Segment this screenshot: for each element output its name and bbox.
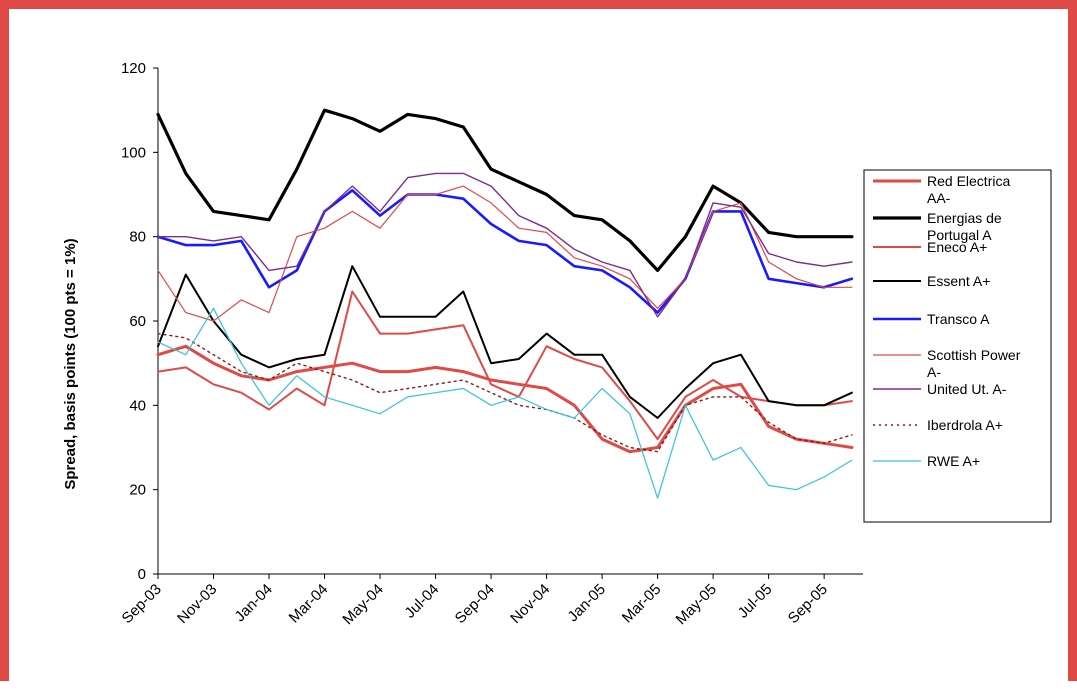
x-tick-label: Sep-04: [452, 581, 498, 627]
x-tick-label: Sep-05: [785, 581, 831, 627]
x-tick-label: Nov-04: [507, 581, 553, 627]
series-line-6: [157, 172, 853, 318]
series-line-8: [157, 307, 853, 499]
x-tick-label: Mar-05: [619, 581, 665, 627]
x-tick-label: Nov-03: [174, 581, 220, 627]
y-tick-label: 120: [121, 60, 146, 77]
x-tick-label: Jul-05: [735, 581, 776, 622]
y-tick-label: 60: [129, 313, 146, 330]
series-line-3: [157, 265, 853, 419]
series-line-7: [157, 332, 853, 453]
x-axis-ticks: Sep-03 Nov-03 Jan-04 Mar-04 May-04 Jul-04 Sep-…: [119, 574, 831, 628]
x-tick-label: Mar-04: [286, 581, 332, 627]
y-tick-label: 0: [138, 566, 146, 583]
x-tick-label: Sep-03: [119, 581, 165, 627]
legend-label: Eneco A+: [927, 239, 987, 255]
legend-label: Scottish Power A-: [927, 347, 1021, 380]
legend-label: Iberdrola A+: [927, 417, 1003, 433]
x-tick-label: Jan-04: [231, 581, 275, 625]
legend-label: United Ut. A-: [927, 381, 1007, 397]
legend-label: RWE A+: [927, 453, 980, 469]
series-line-2: [157, 290, 853, 441]
y-tick-label: 40: [129, 397, 146, 414]
y-axis-ticks: 0 20 40 60 80 100 120: [121, 60, 158, 583]
series-line-4: [156, 189, 854, 314]
legend: Red Electrica AA- Energias de Portugal AEne…: [863, 169, 1052, 523]
series-lines: [156, 108, 854, 499]
x-tick-label: May-04: [339, 581, 386, 628]
y-tick-label: 100: [121, 144, 146, 161]
y-axis-label: Spread, basis points (100 pts = 1%): [62, 238, 79, 489]
line-chart: 0 20 40 60 80 100 120 Sep-03 Nov-03 Jan-04 Mar-04…: [62, 60, 1052, 628]
x-tick-label: Jul-04: [401, 581, 442, 622]
y-tick-label: 80: [129, 229, 146, 246]
series-line-1: [156, 108, 854, 272]
legend-box: [863, 169, 1052, 523]
series-line-0: [156, 344, 854, 454]
series-line-5: [157, 185, 853, 322]
x-tick-label: Jan-05: [564, 581, 608, 625]
legend-label: Essent A+: [927, 273, 990, 289]
legend-label: Transco A: [927, 311, 990, 327]
axes: [157, 68, 863, 575]
legend-label: Energias de Portugal A: [927, 210, 1002, 243]
legend-label: Red Electrica AA-: [927, 173, 1010, 206]
x-tick-label: May-05: [673, 581, 720, 628]
y-tick-label: 20: [129, 482, 146, 499]
